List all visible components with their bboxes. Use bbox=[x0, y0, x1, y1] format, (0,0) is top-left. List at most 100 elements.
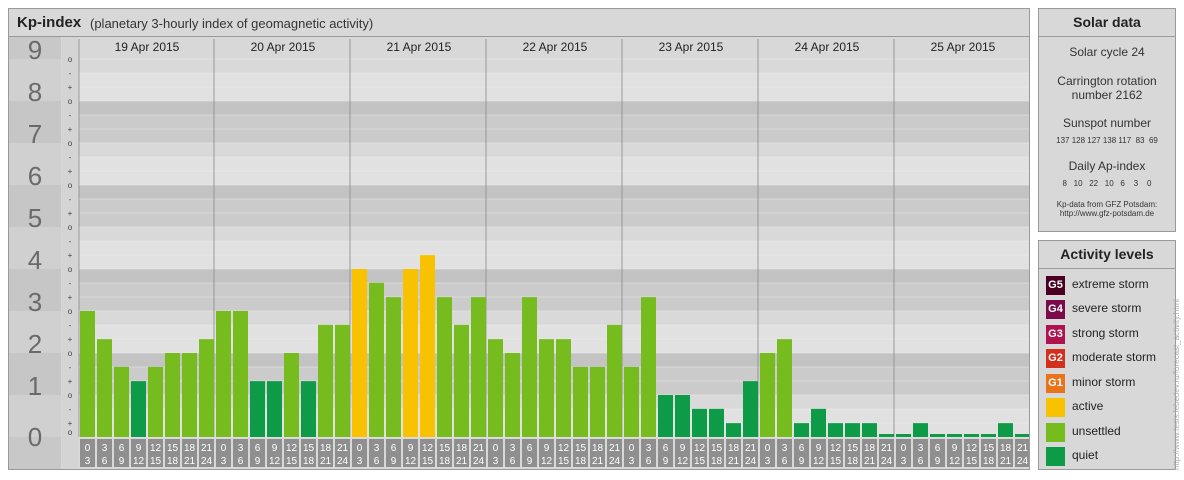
hour-start-label: 6 bbox=[119, 443, 125, 454]
hour-cell bbox=[369, 439, 384, 467]
hour-start-label: 18 bbox=[456, 443, 468, 454]
hour-end-label: 6 bbox=[782, 456, 788, 467]
level-swatch-quiet bbox=[1046, 447, 1065, 466]
sub-tick-label: - bbox=[69, 279, 72, 288]
solar-cycle: Solar cycle 24 bbox=[1069, 45, 1145, 59]
y-axis-band bbox=[9, 227, 61, 269]
hour-end-label: 24 bbox=[473, 456, 485, 467]
kp-bar bbox=[80, 311, 95, 437]
kp-bar bbox=[573, 366, 588, 437]
kp-bar bbox=[675, 395, 690, 437]
hour-end-label: 24 bbox=[201, 456, 213, 467]
kp-band-upper bbox=[79, 227, 1029, 241]
hour-start-label: 3 bbox=[918, 443, 924, 454]
sub-tick-label: - bbox=[69, 153, 72, 162]
hour-cell bbox=[1015, 439, 1029, 467]
y-axis-band bbox=[9, 143, 61, 185]
hour-start-label: 9 bbox=[272, 443, 278, 454]
sub-tick-label: + bbox=[68, 377, 73, 386]
hour-end-label: 6 bbox=[918, 456, 924, 467]
hour-end-label: 21 bbox=[1000, 456, 1012, 467]
y-axis-band bbox=[9, 353, 61, 395]
hour-start-label: 21 bbox=[881, 443, 893, 454]
level-label-g2: moderate storm bbox=[1072, 350, 1157, 364]
hour-end-label: 24 bbox=[337, 456, 349, 467]
kp-bar bbox=[862, 423, 877, 437]
hour-start-label: 3 bbox=[510, 443, 516, 454]
data-source-url: http://www.gfz-potsdam.de bbox=[1059, 209, 1155, 218]
kp-bar bbox=[777, 339, 792, 437]
y-tick-label: 1 bbox=[28, 371, 42, 401]
hour-start-label: 3 bbox=[102, 443, 108, 454]
hour-cell bbox=[114, 439, 129, 467]
hour-end-label: 3 bbox=[629, 456, 635, 467]
sub-tick-label: + bbox=[68, 335, 73, 344]
kp-index-panel: 19 Apr 2015 20 Apr 2015 21 Apr 2015 22 Apr … bbox=[8, 8, 1030, 470]
day-label: 25 Apr 2015 bbox=[931, 40, 996, 54]
carrington-rotation-label: Carrington rotation bbox=[1057, 74, 1157, 88]
sub-tick-label: o bbox=[68, 391, 73, 400]
hour-end-label: 15 bbox=[150, 456, 162, 467]
hour-cell bbox=[590, 439, 605, 467]
hour-end-label: 12 bbox=[269, 456, 281, 467]
level-label-g1: minor storm bbox=[1072, 375, 1136, 389]
y-tick-label: 0 bbox=[28, 422, 42, 452]
kp-bar bbox=[216, 311, 231, 437]
hour-end-label: 18 bbox=[711, 456, 723, 467]
hour-cell bbox=[488, 439, 503, 467]
y-tick-label: 8 bbox=[28, 77, 42, 107]
kp-bar bbox=[522, 297, 537, 437]
hour-start-label: 18 bbox=[184, 443, 196, 454]
hour-end-label: 21 bbox=[864, 456, 876, 467]
sub-tick-label: - bbox=[69, 111, 72, 120]
kp-band-upper bbox=[79, 311, 1029, 325]
kp-bar bbox=[454, 324, 469, 437]
hour-end-label: 21 bbox=[456, 456, 468, 467]
hour-start-label: 6 bbox=[935, 443, 941, 454]
hour-start-label: 18 bbox=[728, 443, 740, 454]
level-swatch-g2: G2 bbox=[1046, 349, 1065, 368]
level-label-active: active bbox=[1072, 399, 1104, 413]
level-label-quiet: quiet bbox=[1072, 448, 1099, 462]
kp-bar bbox=[199, 339, 214, 437]
hour-cell bbox=[471, 439, 486, 467]
kp-bar bbox=[658, 395, 673, 437]
hour-end-label: 24 bbox=[609, 456, 621, 467]
hour-cell bbox=[301, 439, 316, 467]
hour-start-label: 9 bbox=[136, 443, 142, 454]
kp-bar bbox=[148, 366, 163, 437]
y-axis-band bbox=[9, 311, 61, 353]
kp-bar bbox=[641, 297, 656, 437]
y-tick-label: 3 bbox=[28, 287, 42, 317]
hour-start-label: 9 bbox=[952, 443, 958, 454]
hour-cell bbox=[811, 439, 826, 467]
kp-band-upper bbox=[79, 59, 1029, 73]
hour-start-label: 0 bbox=[85, 443, 91, 454]
hour-cell bbox=[556, 439, 571, 467]
hour-end-label: 3 bbox=[901, 456, 907, 467]
day-label: 22 Apr 2015 bbox=[523, 40, 588, 54]
hour-start-label: 12 bbox=[558, 443, 570, 454]
hour-end-label: 9 bbox=[119, 456, 125, 467]
kp-band-upper bbox=[79, 269, 1029, 283]
hour-cell bbox=[947, 439, 962, 467]
y-tick-label: 6 bbox=[28, 161, 42, 191]
kp-bar bbox=[301, 381, 316, 437]
hour-end-label: 6 bbox=[238, 456, 244, 467]
hour-end-label: 18 bbox=[303, 456, 315, 467]
level-label-unsettled: unsettled bbox=[1072, 424, 1121, 438]
kp-bar bbox=[794, 423, 809, 437]
kp-bar bbox=[386, 297, 401, 437]
activity-levels-title: Activity levels bbox=[1039, 241, 1175, 269]
sub-tick-label: - bbox=[69, 363, 72, 372]
hour-cell bbox=[284, 439, 299, 467]
hour-start-label: 0 bbox=[765, 443, 771, 454]
hour-end-label: 15 bbox=[694, 456, 706, 467]
kp-bar bbox=[556, 339, 571, 437]
hour-end-label: 18 bbox=[847, 456, 859, 467]
kp-bar bbox=[250, 381, 265, 437]
hour-end-label: 3 bbox=[85, 456, 91, 467]
hour-end-label: 24 bbox=[1017, 456, 1029, 467]
kp-bar bbox=[284, 353, 299, 437]
hour-cell bbox=[216, 439, 231, 467]
